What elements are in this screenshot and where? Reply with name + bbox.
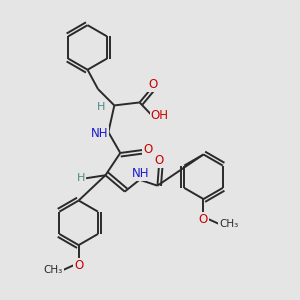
Text: O: O (74, 259, 83, 272)
Text: O: O (199, 213, 208, 226)
Text: H: H (97, 102, 105, 112)
Text: NH: NH (91, 127, 108, 140)
Text: O: O (148, 78, 158, 91)
Text: CH₃: CH₃ (219, 219, 239, 229)
Text: O: O (154, 154, 164, 167)
Text: O: O (143, 142, 152, 156)
Text: H: H (76, 173, 85, 183)
Text: CH₃: CH₃ (44, 266, 63, 275)
Text: OH: OH (151, 109, 169, 122)
Text: NH: NH (132, 167, 150, 180)
